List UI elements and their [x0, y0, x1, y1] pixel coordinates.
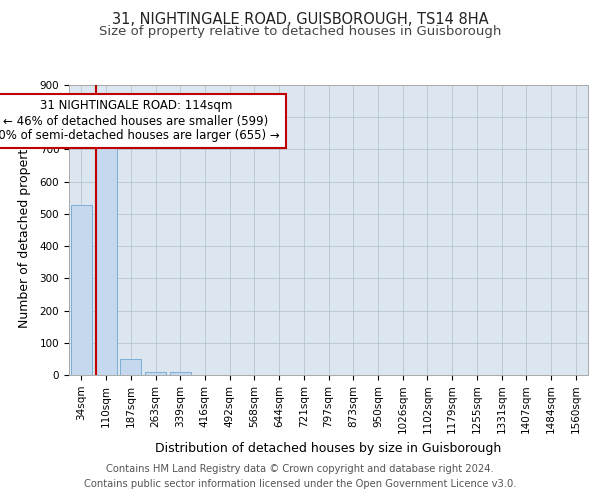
- Bar: [71, 205, 92, 375]
- Text: Contains HM Land Registry data © Crown copyright and database right 2024.: Contains HM Land Registry data © Crown c…: [106, 464, 494, 474]
- Text: Size of property relative to detached houses in Guisborough: Size of property relative to detached ho…: [99, 25, 501, 38]
- Text: 31, NIGHTINGALE ROAD, GUISBOROUGH, TS14 8HA: 31, NIGHTINGALE ROAD, GUISBOROUGH, TS14 …: [112, 12, 488, 28]
- Text: Contains public sector information licensed under the Open Government Licence v3: Contains public sector information licen…: [84, 479, 516, 489]
- X-axis label: Distribution of detached houses by size in Guisborough: Distribution of detached houses by size …: [155, 442, 502, 455]
- Bar: [120, 359, 141, 375]
- Bar: [145, 372, 166, 375]
- Y-axis label: Number of detached properties: Number of detached properties: [19, 132, 31, 328]
- Bar: [170, 372, 191, 375]
- Text: 31 NIGHTINGALE ROAD: 114sqm
← 46% of detached houses are smaller (599)
50% of se: 31 NIGHTINGALE ROAD: 114sqm ← 46% of det…: [0, 100, 280, 142]
- Bar: [95, 140, 116, 375]
